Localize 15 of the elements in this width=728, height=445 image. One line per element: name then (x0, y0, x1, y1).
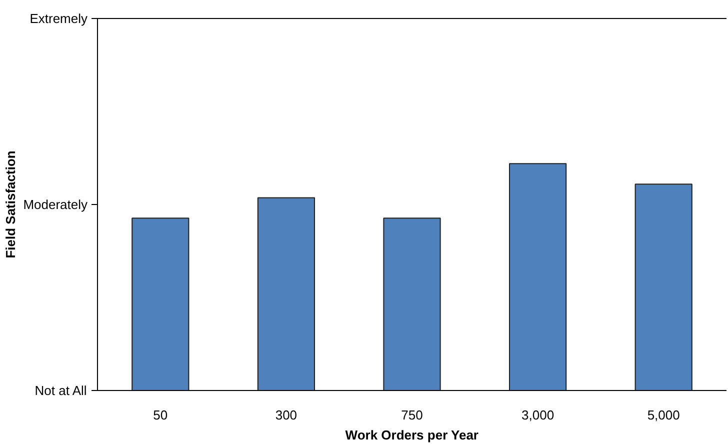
x-tick-label: 300 (275, 408, 298, 422)
x-axis-title: Work Orders per Year (345, 428, 478, 442)
bar (257, 197, 316, 390)
bar (634, 184, 692, 390)
text: Extremely (30, 11, 88, 26)
bar (508, 163, 567, 390)
x-tick-label: 50 (153, 408, 168, 422)
text: Not at All (34, 383, 87, 398)
bar (383, 218, 441, 390)
text: Field Satisfaction (3, 150, 18, 258)
text: Moderately (23, 197, 88, 212)
x-tick-label: 5,000 (647, 408, 680, 422)
bar (132, 218, 190, 390)
x-tick-label: 3,000 (522, 408, 554, 422)
x-tick-label: 750 (401, 408, 423, 422)
